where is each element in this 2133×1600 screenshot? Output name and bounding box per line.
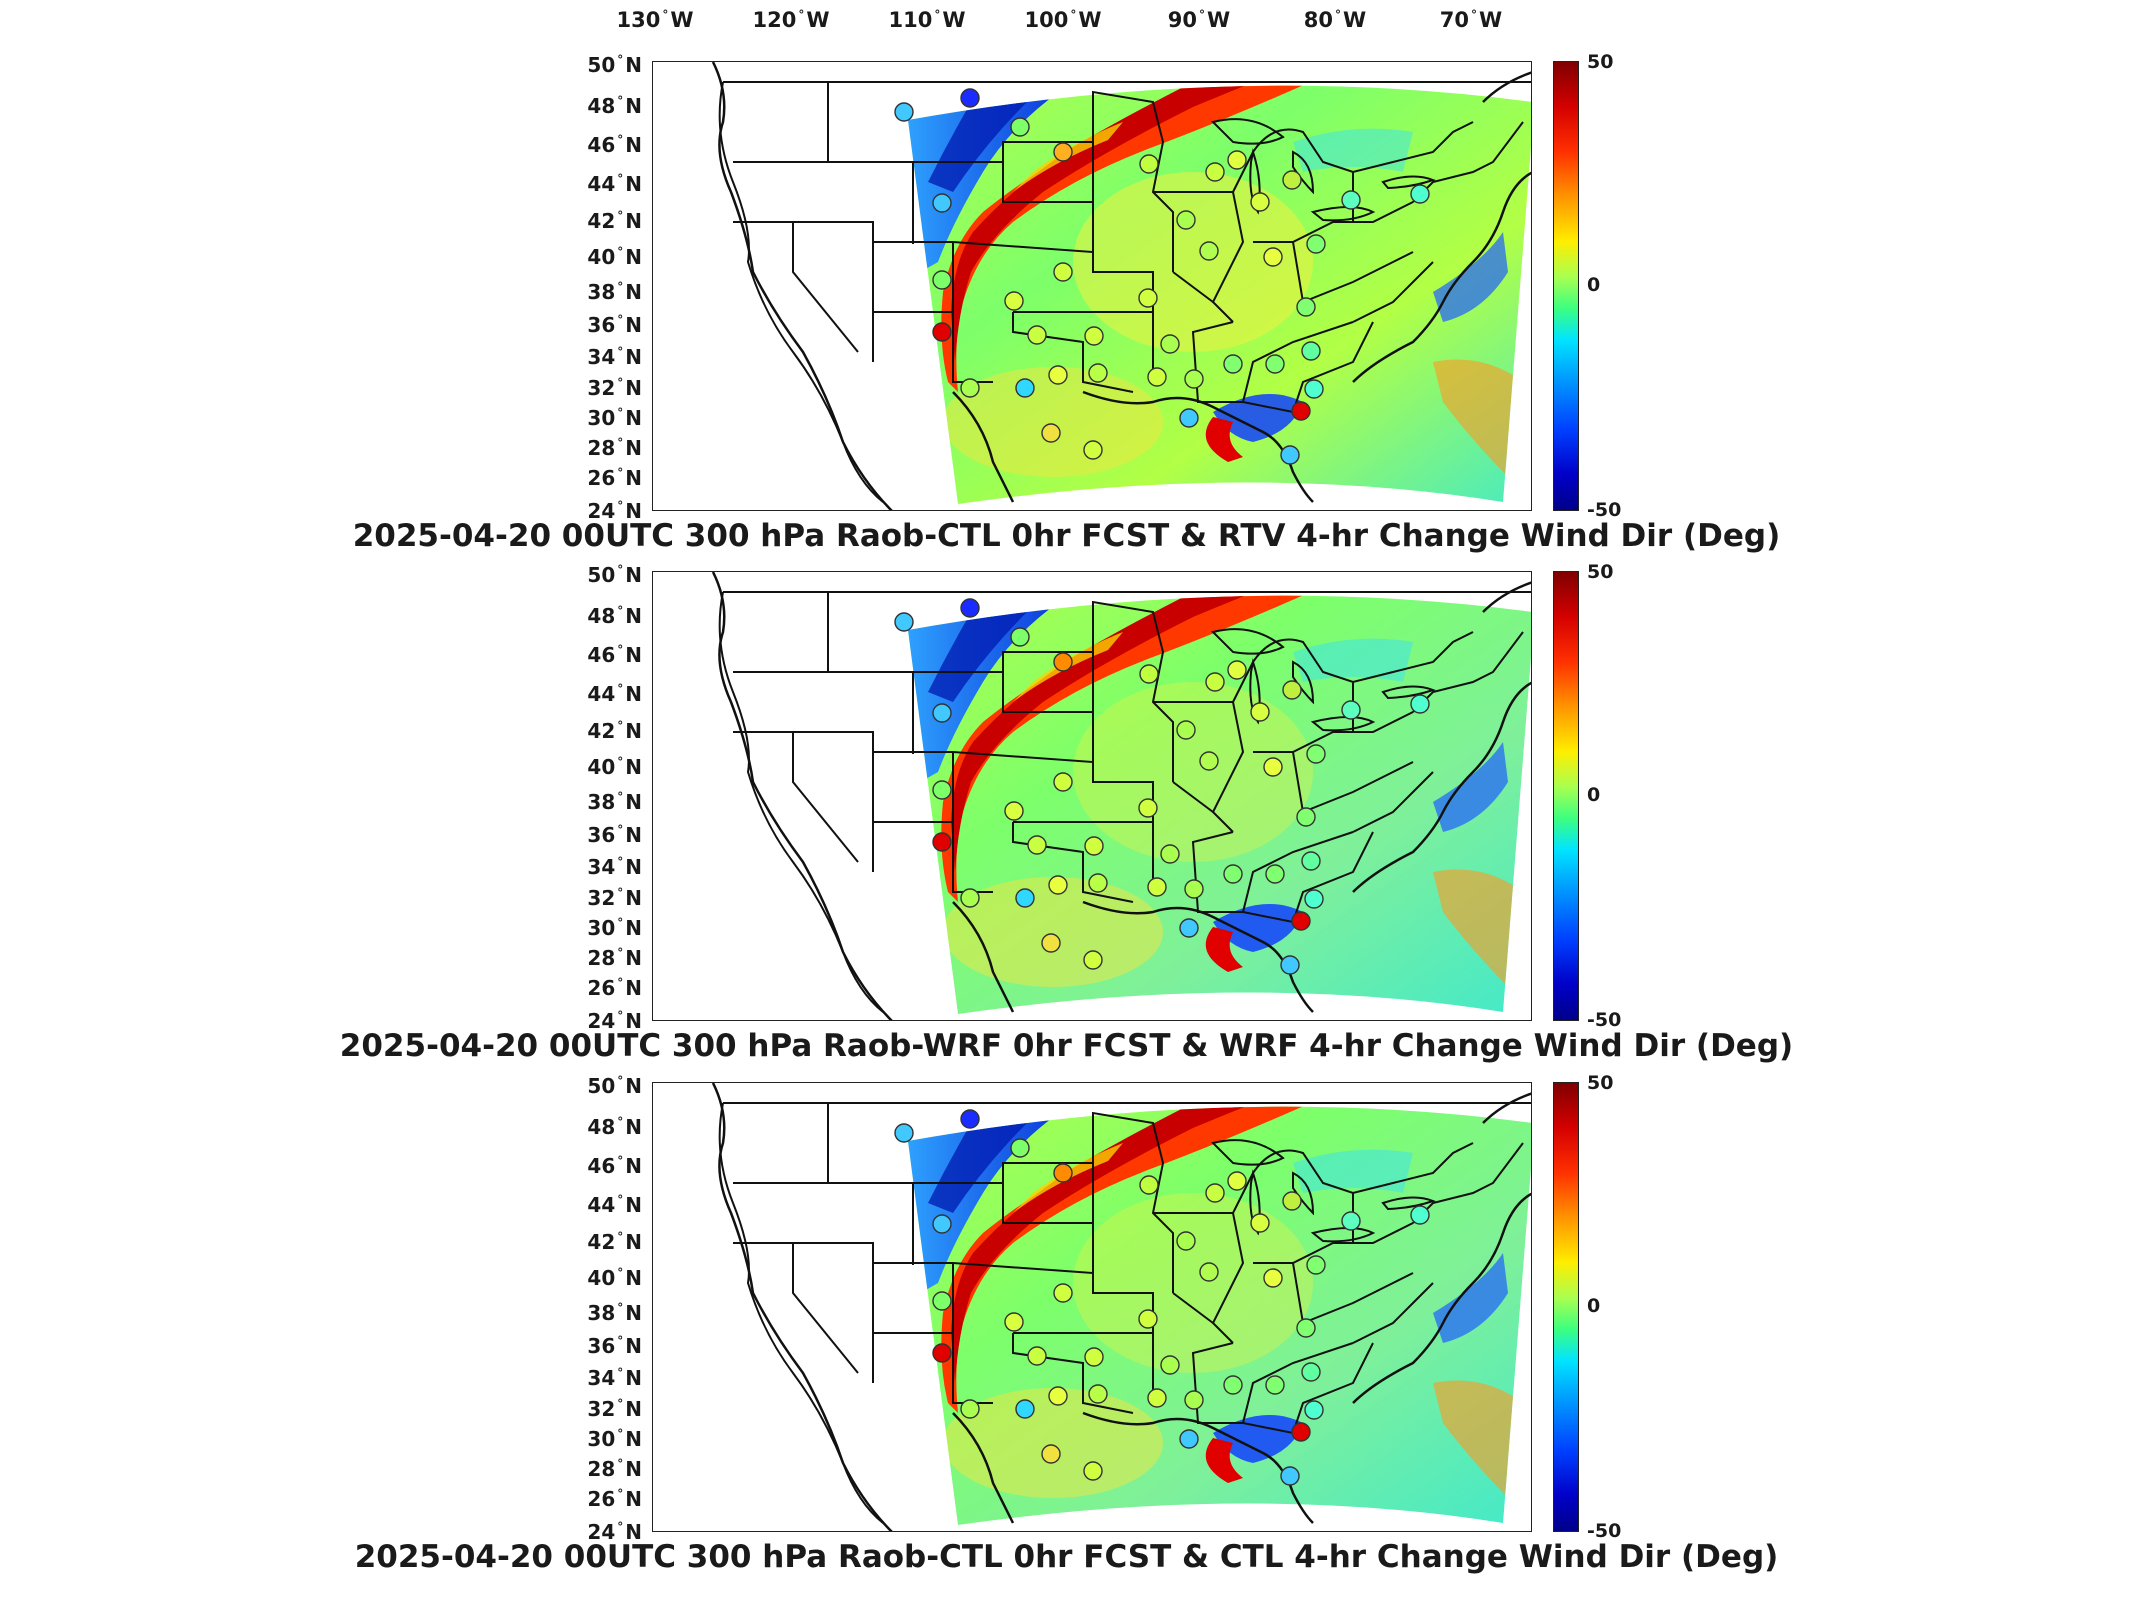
wind-direction-field: [908, 85, 1531, 505]
latitude-label: 28 ° N: [587, 946, 642, 970]
panel-title: 2025-04-20 00UTC 300 hPa Raob-WRF 0hr FC…: [339, 1028, 1794, 1064]
great-lakes: [1211, 1139, 1436, 1243]
colorbar: [1553, 61, 1579, 511]
longitude-label: 120 °W: [752, 8, 830, 32]
latitude-label: 30 ° N: [587, 916, 642, 940]
colorbar-mid-label: 0: [1587, 274, 1601, 296]
latitude-label: 32 ° N: [587, 1397, 642, 1421]
latitude-label: 34 ° N: [587, 345, 642, 369]
latitude-label: 50 ° N: [587, 563, 642, 587]
colorbar-mid-label: 0: [1587, 1295, 1601, 1317]
colorbar-min-label: -50: [1587, 499, 1622, 521]
latitude-label: 38 ° N: [587, 790, 642, 814]
latitude-label: 38 ° N: [587, 280, 642, 304]
latitude-label: 42 ° N: [587, 1230, 642, 1254]
latitude-label: 48 ° N: [587, 1115, 642, 1139]
latitude-label: 42 ° N: [587, 209, 642, 233]
longitude-label: 70 °W: [1439, 8, 1503, 32]
latitude-label: 26 ° N: [587, 976, 642, 1000]
latitude-label: 34 ° N: [587, 1366, 642, 1390]
colorbar: [1553, 571, 1579, 1021]
wind-direction-field: [908, 595, 1531, 1015]
panel-title: 2025-04-20 00UTC 300 hPa Raob-CTL 0hr FC…: [352, 518, 1781, 554]
longitude-label: 130 °W: [616, 8, 694, 32]
coastline: [711, 572, 1531, 1020]
latitude-label: 46 ° N: [587, 643, 642, 667]
state-boundaries: [718, 81, 1531, 503]
map-panel: [652, 61, 1532, 511]
latitude-label: 24 ° N: [587, 1009, 642, 1033]
latitude-label: 32 ° N: [587, 376, 642, 400]
latitude-label: 40 ° N: [587, 755, 642, 779]
colorbar-max-label: 50: [1587, 1072, 1614, 1094]
map-panel: [652, 571, 1532, 1021]
latitude-label: 42 ° N: [587, 719, 642, 743]
latitude-label: 46 ° N: [587, 133, 642, 157]
raob-stations: [894, 1109, 1430, 1486]
latitude-label: 48 ° N: [587, 94, 642, 118]
latitude-label: 30 ° N: [587, 1427, 642, 1451]
longitude-label: 100 °W: [1024, 8, 1102, 32]
raob-stations: [894, 88, 1430, 465]
latitude-label: 38 ° N: [587, 1301, 642, 1325]
latitude-label: 24 ° N: [587, 1520, 642, 1544]
state-boundaries: [718, 591, 1531, 1013]
latitude-label: 26 ° N: [587, 1487, 642, 1511]
latitude-label: 46 ° N: [587, 1154, 642, 1178]
colorbar-min-label: -50: [1587, 1520, 1622, 1542]
latitude-label: 48 ° N: [587, 604, 642, 628]
latitude-label: 28 ° N: [587, 436, 642, 460]
latitude-label: 40 ° N: [587, 245, 642, 269]
colorbar-max-label: 50: [1587, 51, 1614, 73]
coastline: [711, 62, 1531, 510]
longitude-label: 90 °W: [1167, 8, 1231, 32]
latitude-label: 24 ° N: [587, 499, 642, 523]
latitude-label: 44 ° N: [587, 172, 642, 196]
latitude-label: 36 ° N: [587, 313, 642, 337]
latitude-label: 36 ° N: [587, 823, 642, 847]
panel-title: 2025-04-20 00UTC 300 hPa Raob-CTL 0hr FC…: [354, 1539, 1779, 1575]
colorbar-max-label: 50: [1587, 561, 1614, 583]
latitude-label: 40 ° N: [587, 1266, 642, 1290]
latitude-label: 30 ° N: [587, 406, 642, 430]
latitude-label: 50 ° N: [587, 53, 642, 77]
colorbar-mid-label: 0: [1587, 784, 1601, 806]
colorbar: [1553, 1082, 1579, 1532]
latitude-label: 44 ° N: [587, 1193, 642, 1217]
latitude-label: 34 ° N: [587, 855, 642, 879]
raob-stations: [894, 598, 1430, 975]
latitude-label: 32 ° N: [587, 886, 642, 910]
longitude-label: 80 °W: [1303, 8, 1367, 32]
colorbar-min-label: -50: [1587, 1009, 1622, 1031]
great-lakes: [1211, 628, 1436, 732]
longitude-label: 110 °W: [888, 8, 966, 32]
latitude-label: 28 ° N: [587, 1457, 642, 1481]
wind-direction-field: [908, 1106, 1531, 1526]
latitude-label: 36 ° N: [587, 1334, 642, 1358]
latitude-label: 50 ° N: [587, 1074, 642, 1098]
latitude-label: 44 ° N: [587, 682, 642, 706]
coastline: [711, 1083, 1531, 1531]
map-panel: [652, 1082, 1532, 1532]
latitude-label: 26 ° N: [587, 466, 642, 490]
